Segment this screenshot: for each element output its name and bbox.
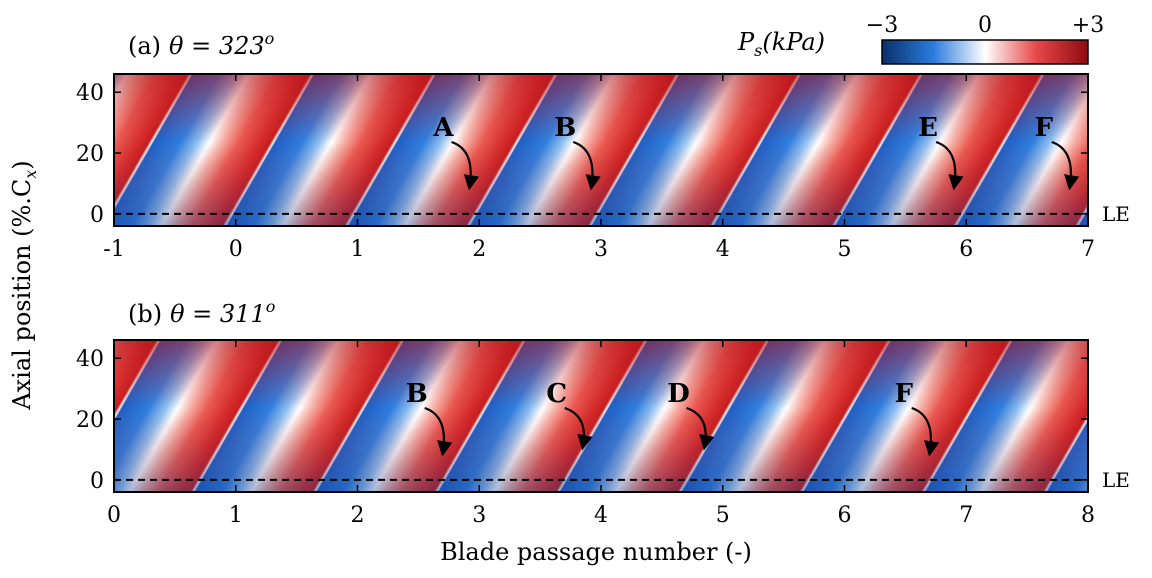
stall-cell-label: E (918, 113, 938, 143)
stall-cell-label: F (894, 379, 913, 409)
stall-cell-arrow (572, 140, 601, 191)
x-tick-label: 1 (229, 503, 243, 528)
x-tick-label: -1 (103, 237, 124, 262)
x-tick-label: 7 (1081, 237, 1095, 262)
x-tick-label: 8 (1081, 503, 1095, 528)
x-tick-label: 0 (107, 503, 121, 528)
y-tick-label: 0 (90, 203, 104, 228)
x-tick-label: 5 (838, 237, 852, 262)
colorbar-tick-mid: 0 (978, 13, 992, 38)
x-tick-label: 2 (472, 237, 486, 262)
panel-a-title: (a) θ = 323o (128, 29, 274, 60)
stall-cell-arrow (1051, 140, 1080, 191)
stall-cell-arrow (911, 406, 940, 457)
y-tick-label: 20 (76, 408, 104, 433)
panel-b-field (114, 340, 1088, 492)
stall-cell-arrow (686, 406, 715, 451)
stall-cell-label: B (406, 379, 428, 409)
panel-b-title: (b) θ = 311o (128, 297, 275, 328)
stall-cell-label: F (1035, 113, 1054, 143)
x-tick-label: 0 (229, 237, 243, 262)
x-tick-label: 5 (716, 503, 730, 528)
stall-cell-label: A (432, 113, 454, 143)
x-tick-label: 3 (594, 237, 608, 262)
stall-cell-label: C (546, 379, 567, 409)
pressure-field-shading (114, 74, 1088, 226)
stall-cell-arrow (564, 406, 593, 451)
panel-a-overlay: LE -1 0 1 2 3 4 5 6 7 0 20 40 A B E F (76, 73, 1130, 262)
y-axis-title: Axial position (%.Cx) (8, 160, 40, 410)
colorbar: Ps(kPa) −3 0 +3 (737, 13, 1104, 65)
x-tick-label: 2 (351, 503, 365, 528)
x-tick-label: 3 (472, 503, 486, 528)
x-tick-label: 6 (838, 503, 852, 528)
panel-a-field (114, 74, 1088, 226)
leading-edge-label: LE (1102, 202, 1130, 226)
colorbar-tick-min: −3 (866, 13, 898, 38)
pressure-field-shading (114, 340, 1088, 492)
y-tick-label: 20 (76, 142, 104, 167)
y-tick-label: 40 (76, 81, 104, 106)
x-tick-label: 4 (594, 503, 608, 528)
y-tick-label: 0 (90, 469, 104, 494)
colorbar-label: Ps(kPa) (737, 28, 825, 60)
y-tick-label: 40 (76, 347, 104, 372)
stall-cell-arrow (935, 140, 964, 191)
stall-cell-label: D (667, 379, 690, 409)
x-tick-label: 6 (959, 237, 973, 262)
x-tick-label: 4 (716, 237, 730, 262)
panel-b: (b) θ = 311o LE 0 1 2 3 4 5 6 7 8 0 20 40 B C D F (76, 297, 1130, 528)
stall-cell-arrow (451, 140, 480, 191)
stall-cell-arrow (424, 406, 453, 457)
colorbar-gradient (881, 39, 1089, 65)
x-tick-label: 1 (351, 237, 365, 262)
panel-a: (a) θ = 323o LE -1 0 1 2 3 4 5 6 7 0 20 40 A B E F (76, 29, 1130, 262)
x-axis-title: Blade passage number (-) (440, 538, 752, 566)
x-tick-label: 7 (959, 503, 973, 528)
colorbar-tick-max: +3 (1072, 13, 1104, 38)
panel-b-overlay: LE 0 1 2 3 4 5 6 7 8 0 20 40 B C D F (76, 339, 1130, 528)
leading-edge-label: LE (1102, 468, 1130, 492)
stall-cell-label: B (554, 113, 576, 143)
